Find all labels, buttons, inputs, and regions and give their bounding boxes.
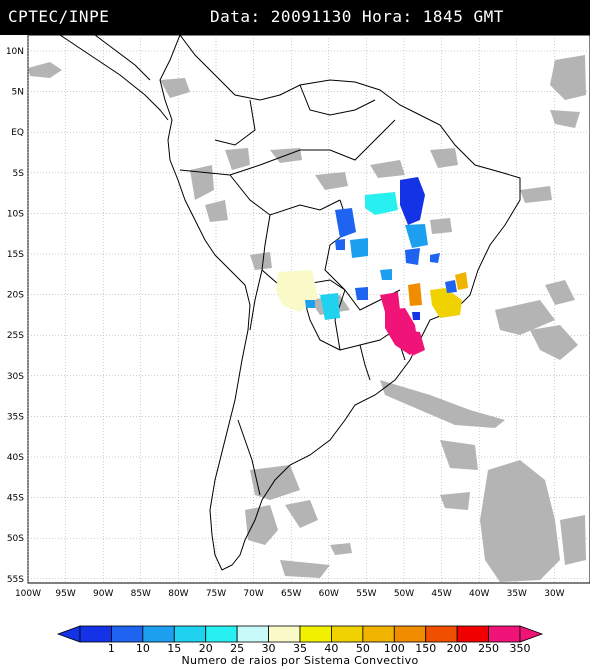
convective-systems [276,177,468,356]
colorbar-box [142,625,175,643]
colorbar-boxes [56,625,544,643]
colorbar: 1 10 15 20 25 30 35 40 50 100 150 200 250 350 [56,625,544,654]
lon-label: 90W [93,589,113,599]
longitude-labels: 100W 95W 90W 85W 80W 75W 70W 65W 60W 55W 50W 45W 40W… [15,589,565,599]
lon-label: 40W [469,589,489,599]
lat-label: 40S [7,453,24,463]
colorbar-box [331,625,364,643]
colorbar-tick-label: 150 [415,642,436,654]
lon-label: 35W [507,589,527,599]
lat-label: 20S [7,291,24,301]
colorbar-box [205,625,238,643]
lat-label: 10S [7,209,24,219]
colorbar-title: Numero de raios por Sistema Convectivo [181,654,419,667]
colorbar-box [268,625,301,643]
lat-label: EQ [11,128,24,138]
colorbar-box [236,625,269,643]
lat-label: 45S [7,494,24,504]
lon-label: 55W [356,589,376,599]
colorbar-box [393,625,427,643]
colorbar-tick-label: 30 [262,642,276,654]
colorbar-tick-label: 350 [510,642,531,654]
lat-label: 55S [7,575,24,585]
colorbar-box [299,625,332,643]
lat-label: 15S [7,250,24,260]
colorbar-tick-label: 50 [356,642,370,654]
lon-label: 30W [544,589,564,599]
colorbar-box [456,625,489,643]
colorbar-tick-label: 40 [324,642,338,654]
colorbar-ticks: 1 10 15 20 25 30 35 40 50 100 150 200 250 350 [108,642,531,654]
colorbar-tick-label: 200 [447,642,468,654]
colorbar-box [173,625,207,643]
lon-label: 75W [206,589,226,599]
colorbar-tick-label: 25 [230,642,244,654]
title-bar: CPTEC/INPE Data: 20091130 Hora: 1845 GMT [0,0,590,35]
colorbar-box [79,625,112,643]
colorbar-arrow-right [519,625,544,643]
datetime-label: Data: 20091130 Hora: 1845 GMT [210,7,504,26]
colorbar-tick-label: 35 [293,642,307,654]
lon-label: 100W [15,589,41,599]
colorbar-tick-label: 100 [384,642,405,654]
colorbar-box [362,625,395,643]
lat-label: 5N [12,88,24,98]
lat-label: 50S [7,534,24,544]
lat-label: 35S [7,412,24,422]
colorbar-tick-label: 10 [136,642,150,654]
lat-label: 10N [6,47,24,57]
colorbar-tick-label: 250 [478,642,499,654]
lon-label: 70W [243,589,263,599]
lon-label: 85W [131,589,151,599]
colorbar-arrow-left [56,625,81,643]
cloud-cover [28,55,586,582]
source-label: CPTEC/INPE [8,7,110,26]
lon-label: 95W [55,589,75,599]
lon-label: 65W [281,589,301,599]
lightning-map: 10N5NEQ5S10S15S20S25S30S35S40S45S50S55S … [6,35,590,599]
lat-label: 25S [7,331,24,341]
lon-label: 45W [431,589,451,599]
colorbar-box [111,625,144,643]
lon-label: 60W [319,589,339,599]
colorbar-box [488,625,521,643]
lat-label: 30S [7,372,24,382]
latitude-labels: 10N 5N EQ 5S 10S 15S 20S 25S 30S 35S 40S 45S 50S 55S [6,47,24,585]
colorbar-tick-label: 1 [108,642,115,654]
colorbar-tick-label: 20 [199,642,213,654]
lon-label: 80W [168,589,188,599]
colorbar-box [425,625,458,643]
lat-label: 5S [13,169,25,179]
colorbar-tick-label: 15 [167,642,181,654]
lon-label: 50W [394,589,414,599]
